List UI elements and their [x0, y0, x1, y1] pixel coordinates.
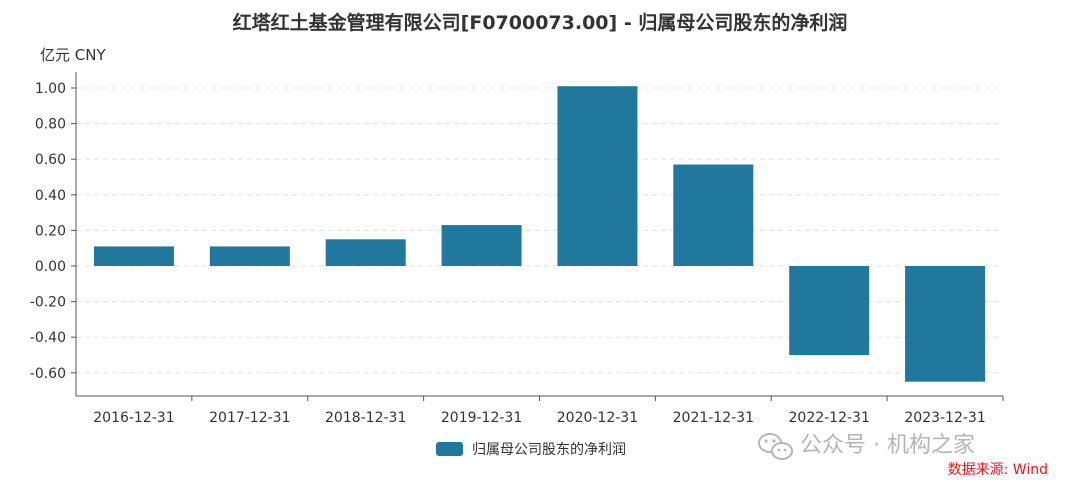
bar: [905, 266, 986, 382]
y-tick-label: 0.00: [35, 259, 66, 275]
x-tick-label: 2016-12-31: [93, 410, 174, 426]
watermark-text: 公众号 · 机构之家: [800, 433, 975, 458]
y-tick-label: 0.40: [35, 188, 66, 204]
y-tick-label: 0.60: [35, 152, 66, 168]
bar: [441, 225, 522, 266]
bar: [325, 239, 406, 266]
x-axis-ticks: 2016-12-31 2017-12-31 2018-12-31 2019-12-31…: [93, 396, 1004, 426]
y-tick-label: -0.20: [30, 295, 66, 311]
bars: [93, 86, 986, 382]
gridlines: [76, 87, 1003, 374]
x-tick-label: 2017-12-31: [209, 410, 290, 426]
bar: [209, 246, 290, 266]
unit-label: 亿元 CNY: [40, 46, 106, 64]
legend-swatch: [436, 442, 463, 456]
y-tick-label: 1.00: [35, 81, 66, 97]
legend: 归属母公司股东的净利润: [436, 441, 626, 458]
bar: [789, 266, 870, 355]
y-tick-label: 0.20: [35, 223, 66, 239]
x-tick-label: 2021-12-31: [673, 410, 754, 426]
bar: [93, 246, 174, 266]
watermark: 公众号 · 机构之家: [758, 433, 975, 460]
y-tick-label: 0.80: [35, 117, 66, 133]
x-tick-label: 2023-12-31: [904, 410, 985, 426]
x-tick-label: 2018-12-31: [325, 410, 406, 426]
y-tick-label: -0.60: [30, 366, 66, 382]
chart-title: 红塔红土基金管理有限公司[F0700073.00] - 归属母公司股东的净利润: [233, 11, 848, 34]
legend-label: 归属母公司股东的净利润: [472, 441, 626, 458]
x-tick-label: 2020-12-31: [557, 410, 638, 426]
x-tick-label: 2019-12-31: [441, 410, 522, 426]
x-tick-label: 2022-12-31: [789, 410, 870, 426]
bar: [673, 164, 754, 266]
y-axis-ticks: 1.00 0.80 0.60 0.40 0.20 0.00 -0.20 -0.40 -0.60: [30, 81, 76, 382]
source-text: 数据来源: Wind: [948, 462, 1048, 478]
bar: [557, 86, 638, 266]
y-tick-label: -0.40: [30, 330, 66, 346]
wechat-icon: [758, 433, 793, 460]
